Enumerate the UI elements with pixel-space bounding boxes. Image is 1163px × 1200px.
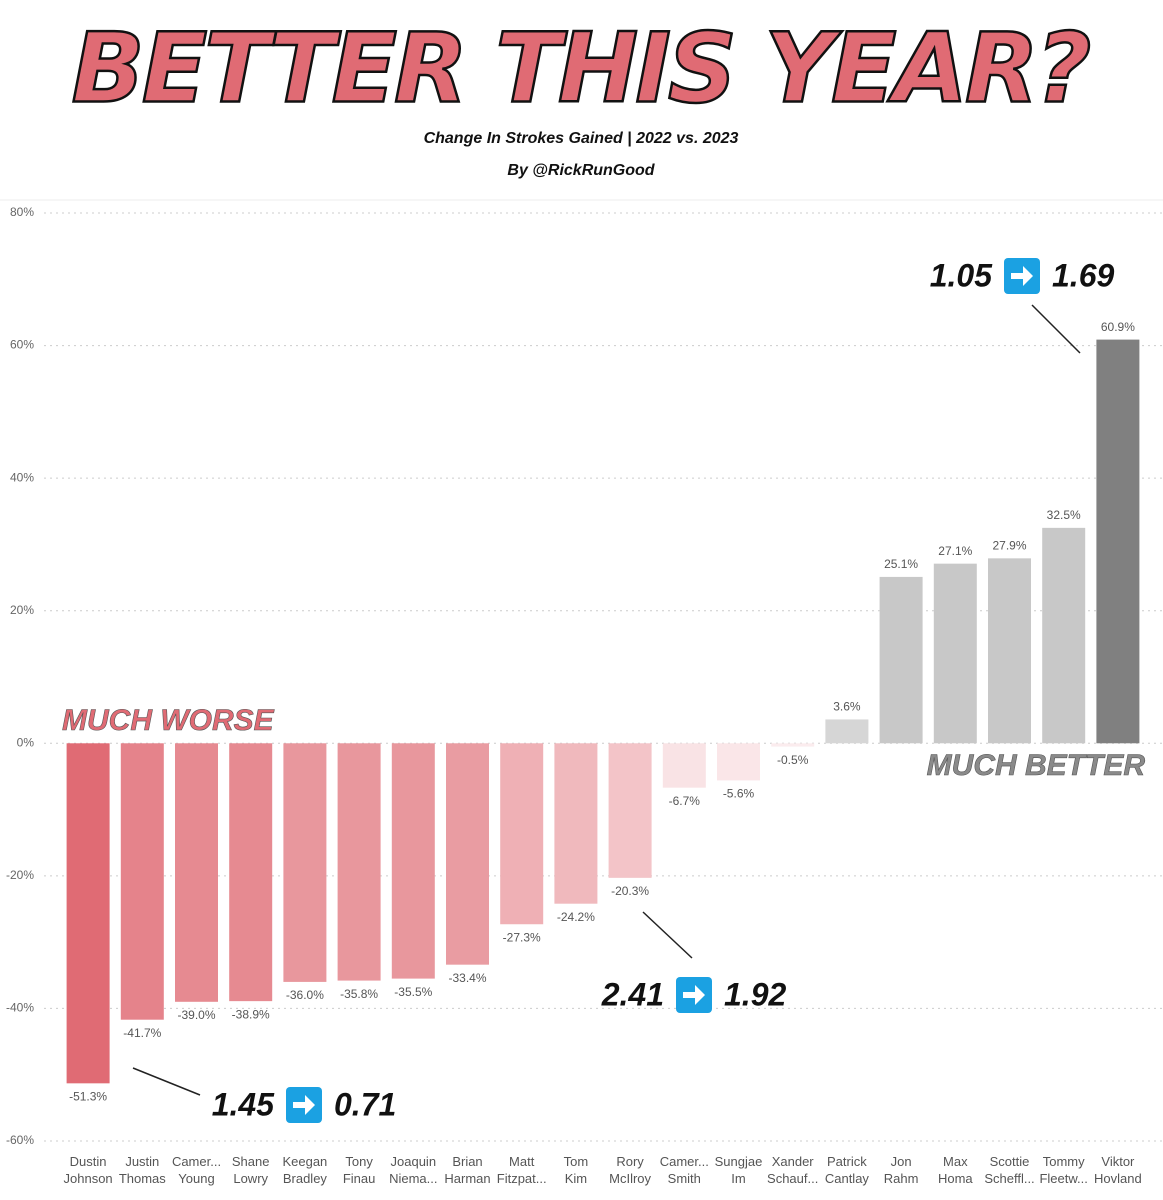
bar: [120, 743, 164, 1020]
x-tick-label: Brian Harman: [444, 1154, 491, 1186]
data-label: -41.7%: [123, 1026, 161, 1040]
data-label: -24.2%: [557, 910, 595, 924]
x-tick-label: Tom Kim: [563, 1154, 589, 1186]
x-tick-label: Keegan Bradley: [282, 1154, 328, 1186]
comparison-to: 0.71: [334, 1086, 396, 1122]
bar: [391, 743, 435, 979]
x-tick-label: Xander Schauf...: [767, 1154, 819, 1186]
x-tick-label: Patrick Cantlay: [824, 1154, 869, 1186]
bar: [283, 743, 327, 982]
bar: [554, 743, 598, 904]
bar: [988, 558, 1031, 744]
y-tick-label: 40%: [10, 470, 34, 484]
x-tick-label: Rory McIlroy: [609, 1154, 652, 1186]
bar: [717, 743, 760, 781]
data-label: -36.0%: [286, 988, 324, 1002]
comparison-to: 1.69: [1052, 257, 1114, 293]
data-label: 3.6%: [833, 700, 861, 714]
y-tick-label: -20%: [6, 868, 34, 882]
data-label: -35.8%: [340, 987, 378, 1001]
data-label: -51.3%: [69, 1090, 107, 1104]
data-label: 32.5%: [1047, 508, 1081, 522]
bar: [608, 743, 652, 878]
x-tick-label: Max Homa: [937, 1154, 973, 1186]
data-label: -35.5%: [394, 985, 432, 999]
byline: By @RickRunGood: [507, 162, 655, 179]
y-tick-label: -40%: [6, 1001, 34, 1015]
comparison-from: 1.45: [212, 1086, 275, 1122]
x-tick-label: Dustin Johnson: [63, 1154, 113, 1186]
chart-title: BETTER THIS YEAR?: [72, 12, 1090, 124]
data-label: 25.1%: [884, 557, 918, 571]
subtitle: Change In Strokes Gained | 2022 vs. 2023: [424, 130, 739, 147]
comparison-to: 1.92: [724, 976, 786, 1012]
bar: [933, 563, 977, 744]
x-tick-label: Joaquin Niema...: [389, 1154, 438, 1186]
bar: [879, 576, 923, 744]
bar: [825, 719, 869, 744]
arrow-icon: [1011, 266, 1033, 286]
bar: [771, 743, 815, 747]
x-tick-label: Camer... Young: [171, 1154, 222, 1186]
y-tick-label: 0%: [17, 735, 35, 749]
bar: [1042, 527, 1086, 744]
y-tick-label: -60%: [6, 1133, 34, 1147]
arrow-icon: [293, 1095, 315, 1115]
data-label: 60.9%: [1101, 320, 1135, 334]
data-label: 27.9%: [992, 539, 1026, 553]
comparison-from: 1.05: [930, 257, 993, 293]
leader-line: [1031, 304, 1081, 354]
x-tick-label: Camer... Smith: [659, 1154, 709, 1186]
data-label: -33.4%: [448, 971, 486, 985]
y-tick-label: 20%: [10, 603, 34, 617]
x-tick-label: Matt Fitzpat...: [496, 1154, 547, 1186]
data-label: -38.9%: [232, 1007, 270, 1021]
annotation: MUCH WORSE: [62, 704, 275, 737]
arrow-icon: [683, 985, 705, 1005]
bar: [500, 743, 544, 925]
y-tick-label: 60%: [10, 338, 34, 352]
bar: [662, 743, 706, 788]
leader-line: [132, 1067, 201, 1096]
data-label: -20.3%: [611, 884, 649, 898]
data-label: -5.6%: [723, 787, 755, 801]
bar: [66, 743, 110, 1084]
data-label: -6.7%: [669, 794, 701, 808]
x-tick-label: Sungjae Im: [714, 1154, 763, 1186]
x-tick-label: Tony Finau: [342, 1154, 376, 1186]
data-label: 27.1%: [938, 544, 972, 558]
data-label: -39.0%: [177, 1008, 215, 1022]
bar: [337, 743, 381, 981]
x-tick-label: Viktor Hovland: [1094, 1154, 1142, 1186]
x-tick-label: Justin Thomas: [118, 1154, 166, 1186]
x-tick-label: Shane Lowry: [231, 1154, 270, 1186]
leader-line: [642, 911, 693, 959]
x-tick-label: Scottie Scheffl...: [984, 1154, 1035, 1186]
annotation: MUCH BETTER: [927, 749, 1146, 782]
x-tick-label: Jon Rahm: [883, 1154, 919, 1186]
data-label: -27.3%: [503, 930, 541, 944]
bar: [229, 743, 273, 1002]
bar: [1096, 339, 1140, 744]
comparison-from: 2.41: [601, 976, 664, 1012]
y-tick-label: 80%: [10, 205, 34, 219]
bar: [446, 743, 489, 965]
x-tick-label: Tommy Fleetw...: [1039, 1154, 1088, 1186]
data-label: -0.5%: [777, 753, 809, 767]
bar: [175, 743, 218, 1002]
